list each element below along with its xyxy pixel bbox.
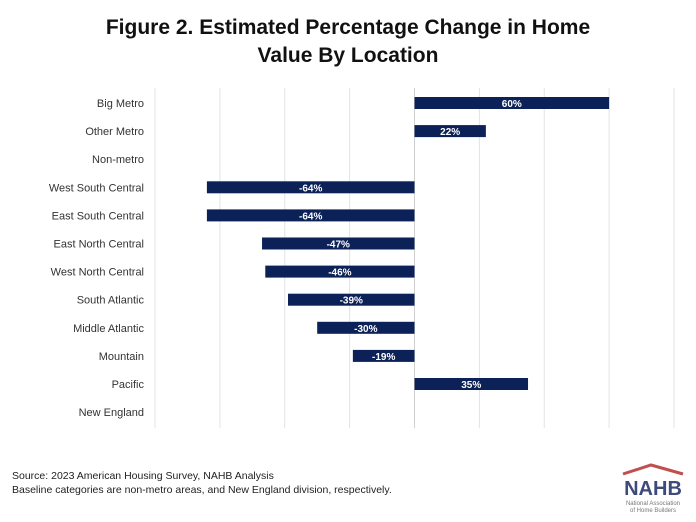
category-label: West North Central	[51, 267, 144, 279]
category-label: New England	[79, 407, 144, 419]
bar	[414, 97, 610, 109]
category-label: Other Metro	[85, 126, 144, 138]
bar	[414, 378, 529, 390]
category-label: Pacific	[112, 379, 145, 391]
chart-title: Figure 2. Estimated Percentage Change in…	[0, 14, 696, 70]
svg-text:National Association: National Association	[626, 501, 680, 507]
category-label: West South Central	[49, 182, 144, 194]
bar	[317, 321, 415, 334]
data-label: -64%	[299, 183, 322, 194]
nahb-logo: NAHB National Association of Home Builde…	[622, 463, 684, 514]
category-label: Non-metro	[92, 154, 144, 166]
svg-text:of Home Builders: of Home Builders	[630, 508, 676, 514]
category-label: South Atlantic	[77, 295, 145, 307]
bar	[414, 125, 486, 138]
bar	[265, 265, 415, 278]
bar	[352, 349, 415, 362]
svg-text:NAHB: NAHB	[624, 478, 682, 500]
data-label: 35%	[461, 380, 481, 391]
bar	[206, 209, 415, 222]
baseline-note: Baseline categories are non-metro areas,…	[12, 484, 392, 496]
title-line-1: Figure 2. Estimated Percentage Change in…	[105, 16, 591, 39]
title-line-2: Value By Location	[257, 44, 439, 67]
data-label: -19%	[372, 352, 395, 363]
data-label: -39%	[340, 296, 363, 307]
bar	[287, 293, 415, 306]
bar	[206, 181, 415, 194]
category-label: East North Central	[54, 239, 144, 251]
data-label: 22%	[440, 127, 460, 138]
source-note: Source: 2023 American Housing Survey, NA…	[12, 470, 274, 482]
data-label: -30%	[354, 324, 377, 335]
category-label: Big Metro	[97, 98, 144, 110]
category-label: East South Central	[52, 210, 144, 222]
data-label: 60%	[502, 99, 522, 110]
bar	[262, 237, 415, 250]
data-label: -64%	[299, 211, 322, 222]
data-label: -46%	[328, 268, 351, 279]
bar-chart: Big Metro 60% Other Metro 22% Non-metro West …	[49, 88, 675, 428]
data-label: -47%	[327, 240, 350, 251]
category-label: Mountain	[99, 351, 144, 363]
category-label: Middle Atlantic	[73, 323, 144, 335]
